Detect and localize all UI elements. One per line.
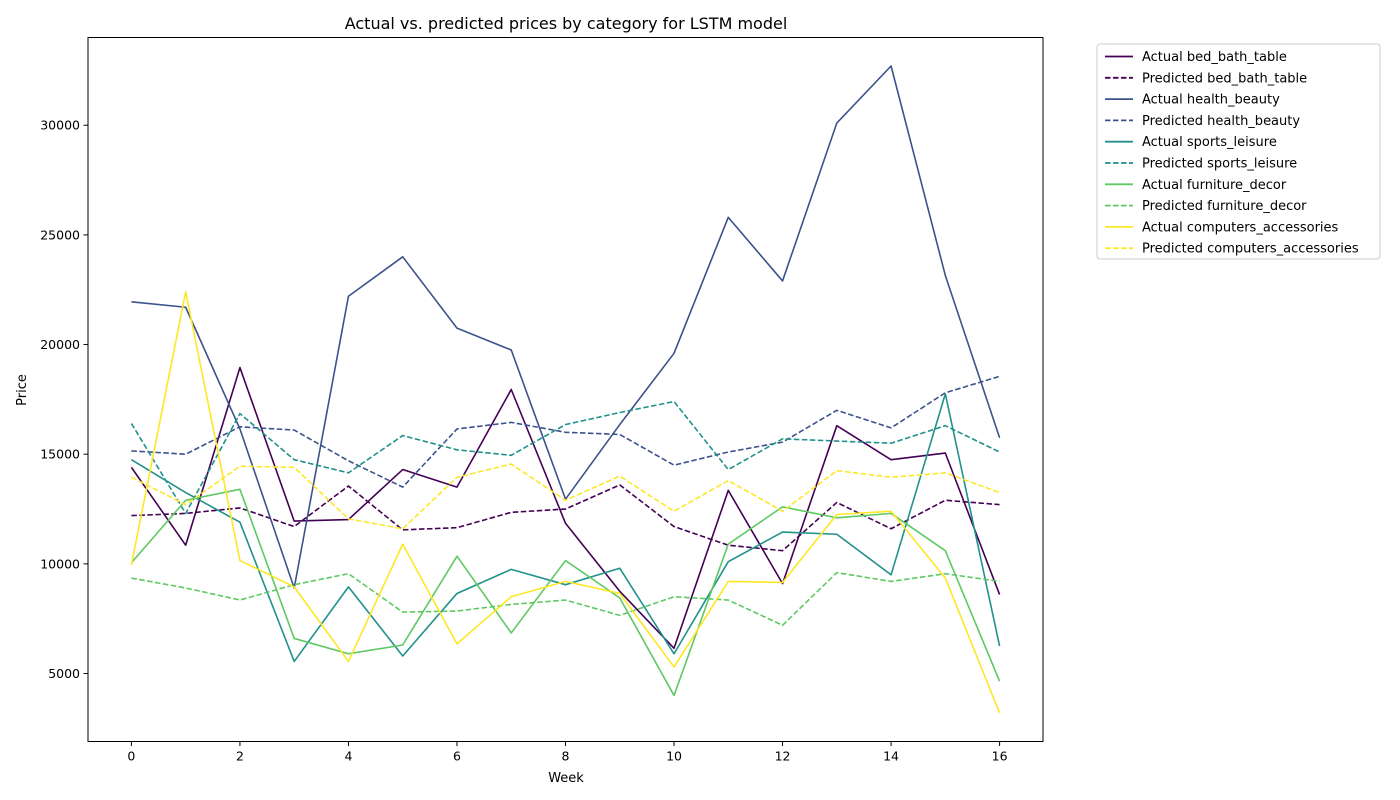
x-tick-label: 4	[344, 749, 352, 764]
legend-label-6: Actual furniture_decor	[1142, 178, 1287, 193]
y-tick-label: 15000	[40, 447, 80, 462]
series-line-8	[130, 291, 1001, 714]
x-tick-label: 12	[775, 749, 791, 764]
series-line-2	[131, 65, 1001, 589]
x-tick-label: 6	[453, 749, 461, 764]
x-tick-label: 10	[666, 749, 682, 764]
legend-label-9: Predicted computers_accessories	[1142, 242, 1359, 257]
legend-label-5: Predicted sports_leisure	[1142, 157, 1297, 172]
x-axis-label: Week	[548, 771, 584, 786]
x-tick-label: 16	[992, 749, 1008, 764]
plot-area-frame	[87, 37, 1044, 742]
series-line-5	[130, 400, 1000, 515]
legend-items: Actual bed_bath_table Predicted bed_bath_…	[1105, 50, 1359, 257]
legend-label-8: Actual computers_accessories	[1142, 220, 1339, 235]
legend-label-0: Actual bed_bath_table	[1142, 50, 1287, 65]
x-axis: 0 2 4 6 8 10 12 14 16	[127, 741, 1008, 764]
legend-label-7: Predicted furniture_decor	[1142, 199, 1307, 214]
series-layer	[130, 65, 1001, 714]
y-tick-label: 20000	[40, 337, 80, 352]
series-line-0	[130, 366, 1001, 650]
legend-label-1: Predicted bed_bath_table	[1142, 71, 1307, 86]
x-tick-label: 14	[883, 749, 899, 764]
series-line-6	[130, 488, 1001, 697]
series-line-7	[131, 571, 1000, 627]
y-tick-label: 5000	[48, 666, 80, 681]
x-tick-label: 8	[562, 749, 570, 764]
legend-label-2: Actual health_beauty	[1142, 93, 1280, 108]
y-tick-label: 30000	[40, 118, 80, 133]
x-tick-label: 2	[236, 749, 244, 764]
series-line-4	[130, 393, 1001, 663]
chart-title: Actual vs. predicted prices by category …	[345, 14, 788, 33]
y-axis: 5000 10000 15000 20000 25000 30000	[40, 118, 88, 681]
legend-label-4: Actual sports_leisure	[1142, 135, 1277, 150]
legend: Actual bed_bath_table Predicted bed_bath_…	[1096, 43, 1381, 260]
series-line-9	[131, 463, 1000, 530]
legend-box	[1096, 43, 1381, 260]
y-tick-label: 25000	[40, 227, 80, 242]
series-line-3	[131, 375, 1000, 488]
y-tick-label: 10000	[40, 556, 80, 571]
x-tick-label: 0	[127, 749, 135, 764]
series-line-1	[131, 484, 1000, 552]
y-axis-label: Price	[15, 374, 30, 406]
legend-label-3: Predicted health_beauty	[1142, 114, 1300, 129]
